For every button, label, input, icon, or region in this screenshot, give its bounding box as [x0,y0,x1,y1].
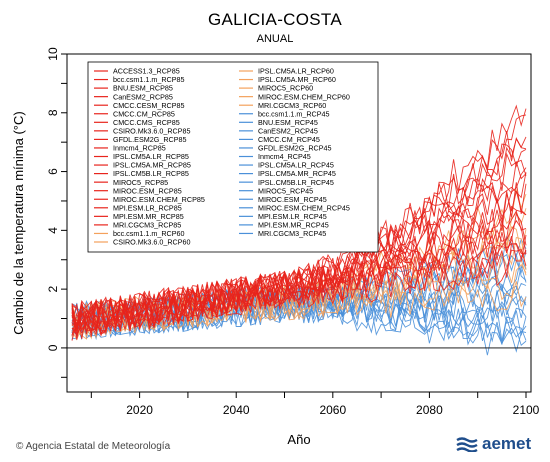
series-line-mpi-esm-lr-rcp85 [71,131,527,330]
legend-label: BNU.ESM_RCP85 [113,84,173,93]
legend-label: CMCC.CM_RCP85 [113,109,175,118]
legend-label: MIROC.ESM.CHEM_RCP85 [113,195,205,204]
legend-label: MRI.CGCM3_RCP45 [258,229,326,238]
legend-label: IPSL.CM5A.LR_RCP60 [258,67,334,76]
series-line-miroc-esm-chem-rcp85 [71,143,527,332]
x-tick-label: 2100 [513,403,540,417]
series-layer [71,104,527,356]
y-tick-label: 0 [46,344,60,351]
legend-label: MIROC.ESM_RCP45 [258,195,327,204]
series-line-mri-cgcm3-rcp85 [71,104,527,337]
legend-label: BNU.ESM_RCP45 [258,118,318,127]
legend-box [87,61,379,253]
legend-label: MPI.ESM.LR_RCP45 [258,212,327,221]
y-tick-label: 4 [46,227,60,234]
legend-label: ACCESS1.3_RCP85 [113,67,180,76]
legend-label: MIROC5_RCP85 [113,178,168,187]
plot-frame [66,53,532,393]
series-line-inmcm4-rcp85 [71,182,527,336]
credit-text: © Agencia Estatal de Meteorología [16,441,171,452]
series-line-canesm2-rcp85 [71,231,527,332]
series-line-miroc-esm-rcp85 [71,137,527,336]
legend-label: CSIRO.Mk3.6.0_RCP60 [113,238,191,247]
legend-label: Inmcm4_RCP45 [258,152,311,161]
legend-label: IPSL.CM5A.MR_RCP85 [113,161,191,170]
legend-label: MIROC.ESM_RCP85 [113,186,182,195]
legend-label: IPSL.CM5B.LR_RCP85 [113,169,189,178]
x-tick-label: 2020 [126,403,153,417]
legend-label: MPI.ESM.MR_RCP85 [113,212,184,221]
chart-title: GALICIA-COSTA [208,10,342,29]
legend-label: GFDL.ESM2G_RCP85 [113,135,187,144]
legend-label: CMCC.CM_RCP45 [258,135,320,144]
legend: ACCESS1.3_RCP85bcc.csm1.1.m_RCP85BNU.ESM… [87,61,379,253]
legend-label: CSIRO.Mk3.6.0_RCP85 [113,126,191,135]
legend-label: MIROC5_RCP60 [258,84,313,93]
x-tick-label: 2080 [416,403,443,417]
legend-label: MIROC.ESM.CHEM_RCP60 [258,92,350,101]
legend-label: bcc.csm1.1.m_RCP85 [113,75,185,84]
legend-label: MIROC5_RCP45 [258,186,313,195]
legend-label: IPSL.CM5A.MR_RCP60 [258,75,336,84]
aemet-logo: aemet [456,434,531,454]
y-tick-label: 8 [46,109,60,116]
x-tick-label: 2040 [223,403,250,417]
legend-label: MRI.CGCM3_RCP85 [113,221,181,230]
legend-label: MIROC.ESM.CHEM_RCP45 [258,203,350,212]
legend-label: CanESM2_RCP85 [113,92,173,101]
legend-label: IPSL.CM5A.LR_RCP45 [258,161,334,170]
x-axis-label: Año [287,432,310,447]
y-tick-label: 2 [46,285,60,292]
legend-label: IPSL.CM5A.MR_RCP45 [258,169,336,178]
legend-label: MRI.CGCM3_RCP60 [258,101,326,110]
legend-label: MPI.ESM.MR_RCP45 [258,221,329,230]
y-axis-label: Cambio de la temperatura mínima (°C) [11,111,26,334]
aemet-logo-icon [456,437,478,452]
x-tick-label: 2060 [319,403,346,417]
y-tick-label: 6 [46,168,60,175]
legend-label: IPSL.CM5B.LR_RCP45 [258,178,334,187]
legend-label: Inmcm4_RCP85 [113,144,166,153]
legend-label: IPSL.CM5A.LR_RCP85 [113,152,189,161]
legend-label: bcc.csm1.1.m_RCP45 [258,109,330,118]
series-line-bnu-esm-rcp85 [71,243,527,335]
chart-subtitle: ANUAL [256,33,294,45]
legend-label: bcc.csm1.1.m_RCP60 [113,229,185,238]
legend-label: CMCC.CMS_RCP85 [113,118,180,127]
legend-label: CMCC.CESM_RCP85 [113,101,185,110]
legend-label: MPI.ESM.LR_RCP85 [113,203,182,212]
y-tick-label: 10 [46,47,60,61]
axes: 2020 2040 2060 2080 2100 0 2 4 6 8 10 [46,47,540,417]
logo-text: aemet [482,434,532,453]
series-line-ipsl-cm5b-lr-rcp85 [71,161,527,333]
legend-label: GFDL.ESM2G_RCP45 [258,144,332,153]
legend-label: CanESM2_RCP45 [258,126,318,135]
